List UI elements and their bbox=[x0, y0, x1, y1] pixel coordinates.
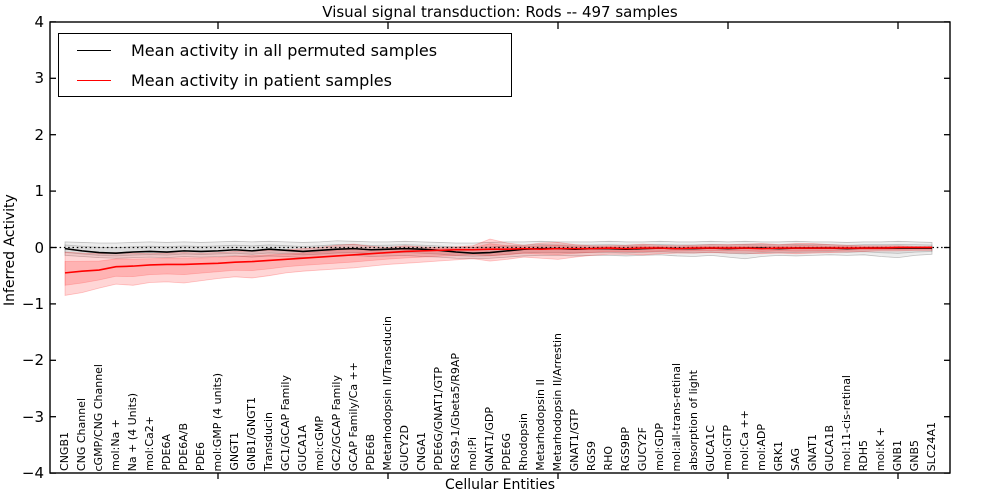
x-tick-label: mol:Pi bbox=[466, 437, 479, 471]
x-tick-label: Transducin bbox=[262, 411, 275, 471]
x-tick-label: PDE6A bbox=[160, 434, 173, 471]
y-tick-label: −4 bbox=[21, 464, 44, 483]
x-tick-label: GNB1/GNGT1 bbox=[245, 397, 258, 471]
x-tick-label: PDE6A/B bbox=[177, 423, 190, 471]
x-tick-label: mol:GTP bbox=[721, 425, 734, 471]
x-tick-label: SAG bbox=[789, 447, 802, 471]
x-tick-label: mol:ADP bbox=[755, 424, 768, 471]
x-tick-label: mol:GDP bbox=[653, 423, 666, 471]
x-tick-label: CNGA1 bbox=[415, 432, 428, 471]
y-tick-label: −3 bbox=[21, 407, 44, 426]
x-tick-label: GCAP Family/Ca ++ bbox=[347, 361, 360, 471]
legend-item: Mean activity in patient samples bbox=[59, 66, 511, 94]
x-tick-label: GUCA1A bbox=[296, 424, 309, 471]
legend-item: Mean activity in all permuted samples bbox=[59, 36, 511, 64]
x-tick-label: Na + (4 Units) bbox=[126, 392, 139, 471]
x-tick-label: PDE6B bbox=[364, 434, 377, 471]
x-tick-label: GUCY2D bbox=[398, 424, 411, 471]
legend-item-label: Mean activity in all permuted samples bbox=[131, 40, 438, 60]
x-tick-label: RGS9BP bbox=[619, 426, 632, 471]
x-tick-label: RGS9 bbox=[585, 440, 598, 471]
x-tick-label: Rhodopsin bbox=[517, 413, 530, 471]
x-tick-label: GC2/GCAP Family bbox=[330, 374, 343, 471]
x-tick-label: GNAT1/GDP bbox=[483, 406, 496, 471]
y-tick-label: 2 bbox=[34, 125, 44, 144]
x-tick-label: cGMP/CNG Channel bbox=[92, 363, 105, 472]
x-tick-label: Metarhodopsin II/Transducin bbox=[381, 316, 394, 471]
x-tick-label: mol:GMP (4 units) bbox=[211, 372, 224, 471]
y-tick-label: 4 bbox=[34, 12, 44, 31]
x-tick-label: mol:Na + bbox=[109, 419, 122, 471]
x-tick-label: absorption of light bbox=[687, 370, 700, 471]
x-tick-label: GC1/GCAP Family bbox=[279, 374, 292, 471]
x-tick-label: PDE6 bbox=[194, 441, 207, 471]
legend-item-label: Mean activity in patient samples bbox=[131, 70, 392, 90]
x-tick-label: GNGT1 bbox=[228, 432, 241, 471]
x-tick-label: mol:K + bbox=[874, 426, 887, 471]
x-tick-label: mol:cGMP bbox=[313, 416, 326, 471]
x-tick-label: RGS9-1/Gbeta5/R9AP bbox=[449, 353, 462, 471]
x-tick-label: GNB1 bbox=[891, 439, 904, 471]
chart-title: Visual signal transduction: Rods -- 497 … bbox=[322, 3, 678, 21]
mean-line bbox=[64, 246, 932, 274]
y-tick-label: −1 bbox=[21, 294, 44, 313]
x-tick-label: mol:11-cis-retinal bbox=[840, 374, 853, 471]
y-tick-label: 1 bbox=[34, 182, 44, 201]
x-tick-label: mol:all-trans-retinal bbox=[670, 362, 683, 471]
legend: Mean activity in all permuted samples Mea… bbox=[58, 33, 512, 97]
x-tick-label: RHO bbox=[602, 446, 615, 471]
x-tick-label: GUCA1B bbox=[823, 424, 836, 471]
x-axis-label: Cellular Entities bbox=[444, 477, 556, 493]
y-tick-label: 3 bbox=[34, 69, 44, 88]
confidence-band-outer bbox=[64, 238, 933, 296]
x-tick-label: Metarhodopsin II bbox=[534, 379, 547, 471]
x-tick-label: GNAT1 bbox=[806, 433, 819, 471]
x-tick-label: GNAT1/GTP bbox=[568, 408, 581, 471]
x-tick-label: PDE6G/GNAT1/GTP bbox=[432, 367, 445, 471]
x-tick-label: Metarhodopsin II/Arrestin bbox=[551, 332, 564, 471]
x-tick-label: mol:Ca2+ bbox=[143, 416, 156, 471]
x-tick-label: CNGB1 bbox=[58, 432, 71, 471]
legend-line-swatch bbox=[77, 49, 111, 51]
legend-line-swatch bbox=[77, 79, 111, 81]
x-tick-label: RDH5 bbox=[857, 439, 870, 471]
x-tick-label: GNB5 bbox=[908, 439, 921, 471]
x-tick-label: CNG Channel bbox=[75, 397, 88, 471]
x-tick-label: mol:Ca ++ bbox=[738, 410, 751, 471]
x-tick-label: GUCA1C bbox=[704, 424, 717, 471]
x-tick-label: PDE6G bbox=[500, 433, 513, 471]
x-tick-label: GRK1 bbox=[772, 440, 785, 471]
y-tick-label: 0 bbox=[34, 238, 44, 257]
y-tick-label: −2 bbox=[21, 351, 44, 370]
x-tick-label: SLC24A1 bbox=[925, 421, 938, 471]
x-tick-label: GUCY2F bbox=[636, 426, 649, 471]
